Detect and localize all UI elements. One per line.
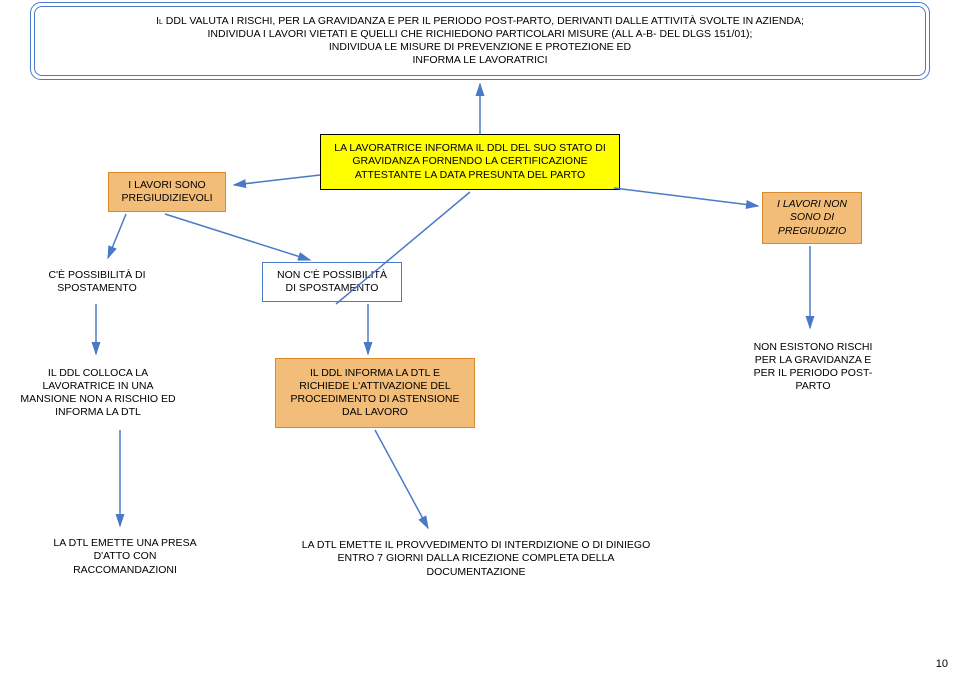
page-number: 10 [936, 658, 948, 670]
top-line4: INFORMA LE LAVORATRICI [413, 54, 548, 67]
top-line2: INDIVIDUA I LAVORI VIETATI E QUELLI CHE … [208, 28, 753, 41]
top-box: Il DDL VALUTA I RISCHI, PER LA GRAVIDANZ… [34, 6, 926, 76]
lavori-pregiudizievoli-box: I LAVORI SONO PREGIUDIZIEVOLI [108, 172, 226, 212]
center-yellow-box: LA LAVORATRICE INFORMA IL DDL DEL SUO ST… [320, 134, 620, 190]
informa-l2: RICHIEDE L'ATTIVAZIONE DEL [299, 380, 451, 393]
lavnon-l1: I LAVORI NON [777, 198, 847, 211]
ddl-informa-dtl-box: IL DDL INFORMA LA DTL E RICHIEDE L'ATTIV… [275, 358, 475, 428]
nonposs-l1: NON C'È POSSIBILITÀ [277, 269, 387, 282]
lavnon-l3: PREGIUDIZIO [778, 225, 846, 238]
colloca-l1: IL DDL COLLOCA LA [48, 367, 148, 380]
norischi-l4: PARTO [795, 380, 830, 393]
informa-l3: PROCEDIMENTO DI ASTENSIONE [291, 393, 460, 406]
possibilita-spostamento-box: C'È POSSIBILITÀ DI SPOSTAMENTO [32, 262, 162, 302]
presa-l1: LA DTL EMETTE UNA PRESA [53, 537, 196, 550]
poss-l2: SPOSTAMENTO [57, 282, 137, 295]
poss-l1: C'È POSSIBILITÀ DI [48, 269, 145, 282]
lavnon-l2: SONO DI [790, 211, 834, 224]
top-line1: Il DDL VALUTA I RISCHI, PER LA GRAVIDANZ… [156, 15, 804, 28]
provv-l2: ENTRO 7 GIORNI DALLA RICEZIONE COMPLETA … [338, 552, 615, 565]
norischi-l2: PER LA GRAVIDANZA E [755, 354, 872, 367]
yellow-l2: GRAVIDANZA FORNENDO LA CERTIFICAZIONE [352, 155, 587, 168]
lavpreg-l2: PREGIUDIZIEVOLI [121, 192, 212, 205]
yellow-l1: LA LAVORATRICE INFORMA IL DDL DEL SUO ST… [334, 142, 606, 155]
colloca-l2: LAVORATRICE IN UNA [42, 380, 153, 393]
provvedimento-box: LA DTL EMETTE IL PROVVEDIMENTO DI INTERD… [286, 532, 666, 586]
provv-l1: LA DTL EMETTE IL PROVVEDIMENTO DI INTERD… [302, 539, 651, 552]
norischi-l3: PER IL PERIODO POST- [754, 367, 873, 380]
informa-l1: IL DDL INFORMA LA DTL E [310, 367, 440, 380]
colloca-l4: INFORMA LA DTL [55, 406, 141, 419]
yellow-l3: ATTESTANTE LA DATA PRESUNTA DEL PARTO [355, 169, 585, 182]
norischi-l1: NON ESISTONO RISCHI [754, 341, 873, 354]
presa-atto-box: LA DTL EMETTE UNA PRESA D'ATTO CON RACCO… [40, 530, 210, 584]
presa-l3: RACCOMANDAZIONI [73, 564, 177, 577]
colloca-l3: MANSIONE NON A RISCHIO ED [20, 393, 175, 406]
lavori-non-pregiudizio-box: I LAVORI NON SONO DI PREGIUDIZIO [762, 192, 862, 244]
nonposs-l2: DI SPOSTAMENTO [286, 282, 379, 295]
presa-l2: D'ATTO CON [94, 550, 157, 563]
non-possibilita-box: NON C'È POSSIBILITÀ DI SPOSTAMENTO [262, 262, 402, 302]
ddl-colloca-box: IL DDL COLLOCA LA LAVORATRICE IN UNA MAN… [12, 358, 184, 428]
top-line3: INDIVIDUA LE MISURE DI PREVENZIONE E PRO… [329, 41, 631, 54]
informa-l4: DAL LAVORO [342, 406, 408, 419]
non-esistono-rischi-box: NON ESISTONO RISCHI PER LA GRAVIDANZA E … [738, 332, 888, 402]
provv-l3: DOCUMENTAZIONE [427, 566, 526, 579]
lavpreg-l1: I LAVORI SONO [128, 179, 205, 192]
